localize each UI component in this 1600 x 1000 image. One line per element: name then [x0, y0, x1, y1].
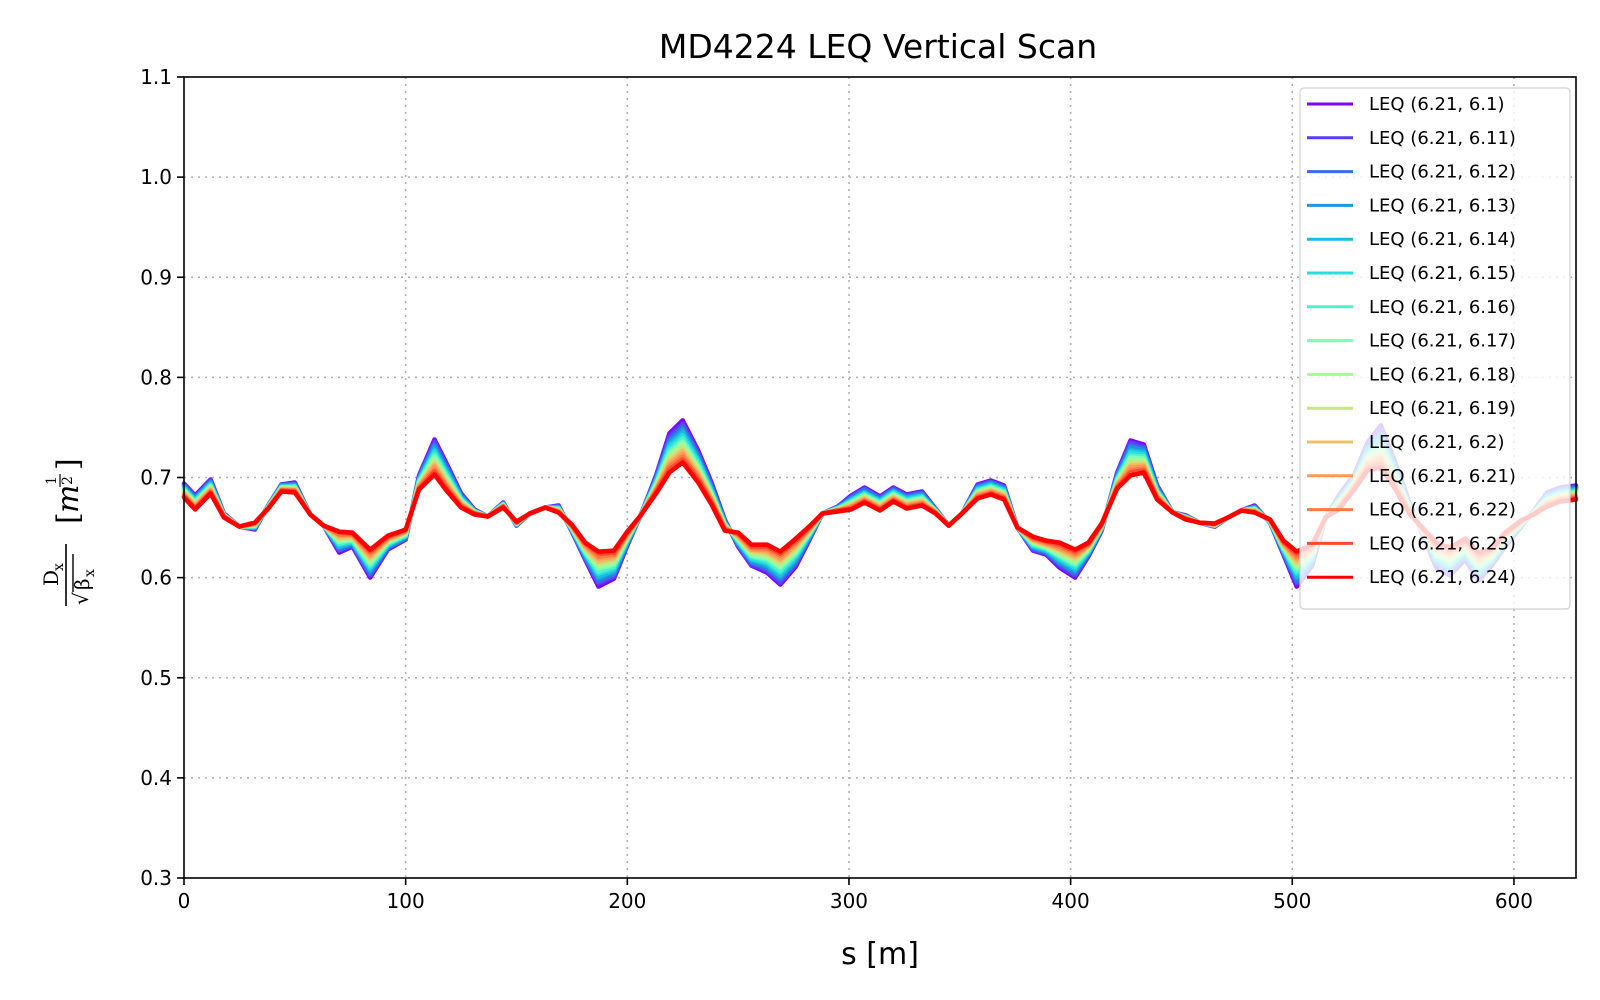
y-label-open-bracket: [ [51, 512, 86, 524]
x-axis-label: s [m] [841, 937, 919, 972]
chart-title: MD4224 LEQ Vertical Scan [659, 27, 1097, 66]
y-label-unit-exp-num: 1 [44, 476, 60, 485]
y-tick-label: 0.3 [140, 866, 172, 890]
y-label-denominator-sub: x [82, 569, 98, 577]
y-tick-label: 0.7 [140, 466, 172, 490]
legend-label: LEQ (6.21, 6.17) [1369, 331, 1516, 352]
legend-label: LEQ (6.21, 6.15) [1369, 263, 1516, 284]
x-tick-label: 500 [1273, 889, 1311, 913]
x-tick-label: 600 [1495, 889, 1533, 913]
y-label-numerator: D [39, 570, 63, 586]
legend-label: LEQ (6.21, 6.19) [1369, 398, 1516, 419]
legend-label: LEQ (6.21, 6.14) [1369, 229, 1516, 250]
y-label-sqrt-sign: √ [69, 592, 93, 605]
y-label-denominator: β [70, 578, 94, 590]
y-label-unit-base: m [51, 485, 86, 513]
legend-label: LEQ (6.21, 6.13) [1369, 195, 1516, 216]
legend-label: LEQ (6.21, 6.1) [1369, 94, 1504, 115]
legend-items: LEQ (6.21, 6.1) LEQ (6.21, 6.11) LEQ (6.21… [1307, 94, 1516, 588]
y-label-unit-exp-den: 2 [60, 476, 76, 485]
y-tick-label: 0.4 [140, 766, 172, 790]
legend-label: LEQ (6.21, 6.22) [1369, 500, 1516, 521]
x-tick-label: 0 [178, 889, 191, 913]
legend-label: LEQ (6.21, 6.12) [1369, 162, 1516, 183]
y-tick-label: 0.8 [140, 365, 172, 389]
y-tick-label: 0.6 [140, 566, 172, 590]
x-tick-label: 300 [830, 889, 868, 913]
x-tick-label: 400 [1052, 889, 1090, 913]
y-tick-label: 1.0 [140, 165, 172, 189]
tick-layer: 0 100 200 300 400 500 600 0.3 0.4 0.5 0.6 0.7 0.8 0.9… [140, 65, 1533, 913]
y-tick-label: 1.1 [140, 65, 172, 89]
legend: LEQ (6.21, 6.1) LEQ (6.21, 6.11) LEQ (6.21… [1299, 87, 1571, 610]
y-label-close-bracket: ] [51, 458, 86, 470]
legend-label: LEQ (6.21, 6.21) [1369, 466, 1516, 487]
y-label-numerator-sub: x [51, 563, 67, 571]
legend-box [1299, 87, 1571, 610]
legend-label: LEQ (6.21, 6.11) [1369, 128, 1516, 149]
x-tick-label: 100 [387, 889, 425, 913]
legend-label: LEQ (6.21, 6.2) [1369, 432, 1504, 453]
legend-label: LEQ (6.21, 6.18) [1369, 364, 1516, 385]
grid-layer [184, 77, 1576, 878]
legend-label: LEQ (6.21, 6.16) [1369, 297, 1516, 318]
x-tick-label: 200 [608, 889, 646, 913]
y-axis-label: D x √ β x [ m 1 2 ] [39, 458, 98, 606]
legend-label: LEQ (6.21, 6.24) [1369, 567, 1516, 588]
y-tick-label: 0.5 [140, 666, 172, 690]
y-tick-label: 0.9 [140, 265, 172, 289]
legend-label: LEQ (6.21, 6.23) [1369, 533, 1516, 554]
